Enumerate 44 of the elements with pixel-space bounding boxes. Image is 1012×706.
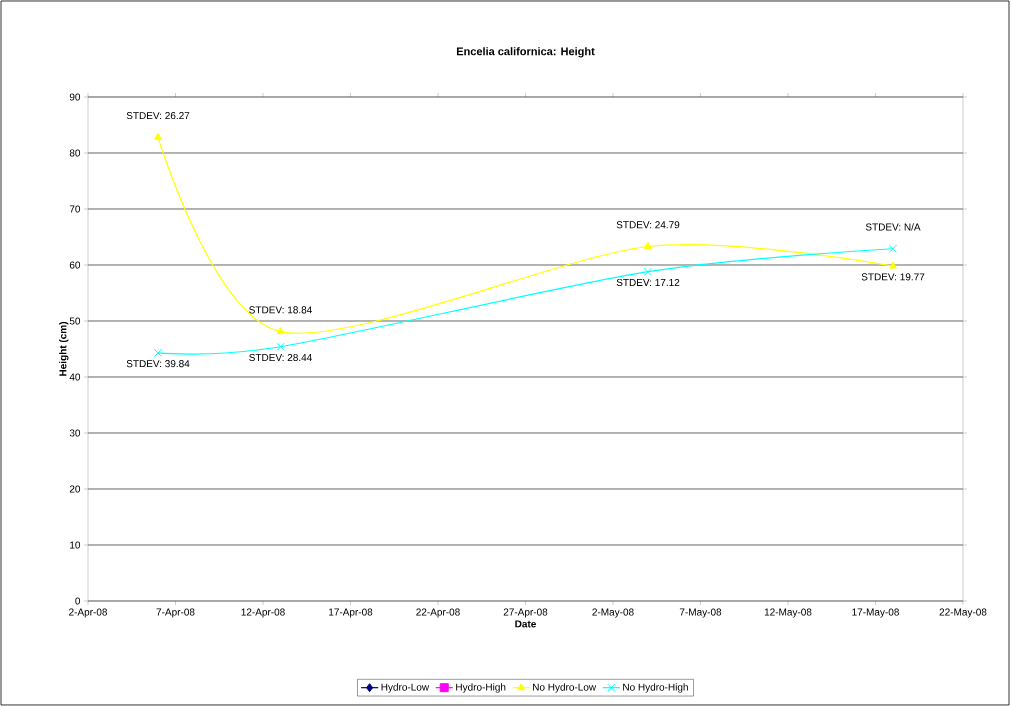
y-tick-label: 10 [70, 541, 81, 549]
x-tick-label: 17-Apr-08 [329, 608, 373, 618]
y-tick-label: 20 [69, 485, 81, 493]
annotation: STDEV: 24.79 [616, 221, 680, 229]
y-tick-label: 40 [69, 373, 81, 381]
x-tick-label: 2-Apr-08 [69, 608, 108, 618]
y-tick-label: 0 [75, 597, 81, 605]
point [153, 348, 163, 357]
x-tick-label: 7-Apr-08 [156, 608, 195, 618]
x-tick-label: 12-May-08 [764, 608, 812, 618]
annotation: STDEV: 18.84 [249, 306, 312, 314]
x-tick-label: 2-May-08 [592, 608, 634, 618]
annotation: STDEV: 19.77 [861, 273, 925, 281]
point [888, 244, 898, 253]
x-tick-label: 7-May-08 [679, 608, 722, 618]
y-tick-label: 30 [69, 429, 81, 437]
point [889, 261, 897, 269]
y-tick-label: 60 [69, 261, 81, 269]
annotation: STDEV: 39.84 [126, 360, 190, 368]
x-tick-label: 22-Apr-08 [416, 608, 460, 618]
legend-label: Hydro-Low [381, 683, 430, 693]
point [276, 327, 285, 335]
x-axis-title: Date [515, 620, 536, 628]
annotation: STDEV: 28.44 [249, 353, 312, 362]
x-tick-label: 17-May-08 [852, 608, 899, 618]
y-tick-label: 70 [69, 205, 81, 213]
annotation: STDEV: 17.12 [616, 278, 680, 286]
chart-title: Encelia californica: Height [456, 47, 595, 58]
y-tick-label: 50 [69, 317, 81, 325]
point [644, 242, 652, 250]
y-axis-title: Height (cm) [59, 321, 69, 376]
legend-label: Hydro-High [456, 683, 506, 693]
x-tick-label: 12-Apr-08 [241, 608, 285, 618]
legend-label: No Hydro-Low [533, 683, 597, 693]
point [276, 342, 285, 351]
point [643, 267, 653, 276]
annotation: STDEV: N/A [865, 223, 921, 231]
legend-label: No Hydro-High [623, 683, 688, 693]
point [154, 132, 162, 140]
annotation: STDEV: 26.27 [126, 112, 190, 120]
x-tick-label: 27-Apr-08 [503, 608, 548, 618]
x-tick-label: 22-May-08 [939, 608, 987, 618]
y-tick-label: 80 [69, 149, 81, 157]
y-tick-label: 90 [69, 93, 81, 101]
